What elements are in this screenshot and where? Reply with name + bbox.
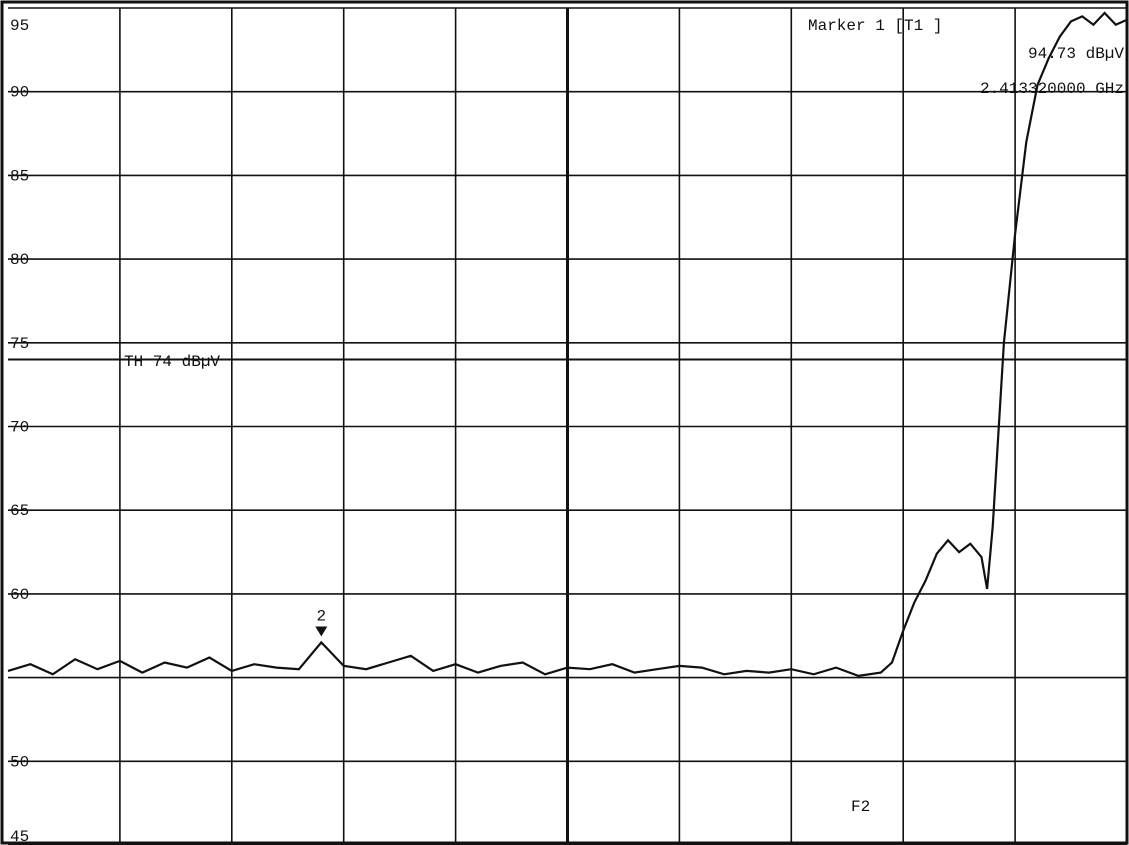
y-tick-label: 75 (10, 335, 29, 353)
grid (8, 7, 1127, 845)
threshold-label: TH 74 dBµV (124, 353, 220, 371)
y-tick-label: 90 (10, 84, 29, 102)
y-tick-label: 95 (10, 17, 29, 35)
y-tick-label: 45 (10, 828, 29, 845)
marker-1-frequency: 2.413320000 GHz (980, 80, 1124, 98)
y-tick-label: 65 (10, 502, 29, 520)
y-tick-label: 70 (10, 419, 29, 437)
spectrum-trace (7, 11, 1128, 678)
marker-2-label: 2 (317, 607, 327, 625)
y-tick-label: 85 (10, 167, 29, 185)
y-tick-label: 50 (10, 753, 29, 771)
marker-2: 2 (315, 607, 328, 637)
marker-1-title: Marker 1 [T1 ] (808, 17, 942, 35)
marker-1-level: 94.73 dBµV (1028, 45, 1124, 63)
marker-1-readout: Marker 1 [T1 ] 94.73 dBµV 2.413320000 GH… (808, 17, 1124, 98)
y-tick-label: 60 (10, 586, 29, 604)
y-tick-label: 80 (10, 251, 29, 269)
y-axis-ticks: 95 90 85 80 75 70 65 60 50 45 (10, 17, 29, 845)
marker-2-triangle-icon (315, 626, 328, 637)
f2-label: F2 (851, 798, 870, 816)
